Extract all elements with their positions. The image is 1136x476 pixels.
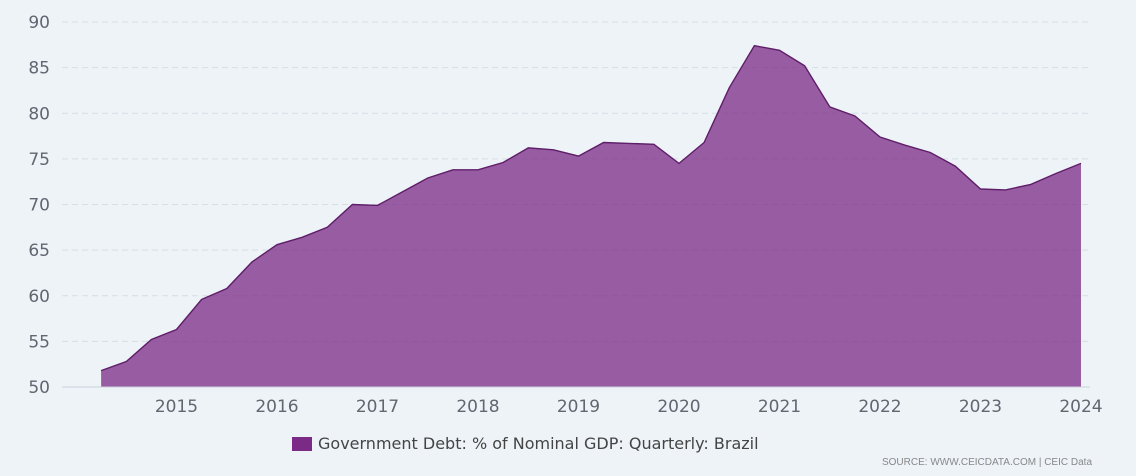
data-point[interactable] [752,43,757,48]
x-tick-label: 2022 [858,397,901,417]
y-tick-label: 75 [28,150,50,170]
y-tick-label: 65 [28,241,50,261]
y-tick-label: 55 [28,332,50,352]
data-point[interactable] [300,235,305,240]
data-point[interactable] [275,242,280,247]
x-tick-label: 2018 [456,397,499,417]
data-point[interactable] [702,140,707,145]
x-tick-label: 2019 [557,397,600,417]
data-point[interactable] [878,135,883,140]
y-tick-label: 80 [28,104,50,124]
data-point[interactable] [601,140,606,145]
x-tick-label: 2017 [356,397,399,417]
x-tick-label: 2015 [155,397,198,417]
data-point[interactable] [777,48,782,53]
data-point[interactable] [727,85,732,90]
area-layer [99,43,1084,387]
x-tick-label: 2021 [758,397,801,417]
data-point[interactable] [903,143,908,148]
data-point[interactable] [425,176,430,181]
x-tick-label: 2024 [1059,397,1102,417]
x-axis: 2015 2016 2017 2018 2019 2020 2021 2022 2023 2024 [62,386,1103,417]
data-point[interactable] [99,368,104,373]
data-point[interactable] [450,167,455,172]
data-point[interactable] [400,189,405,194]
data-point[interactable] [249,260,254,265]
data-point[interactable] [827,104,832,109]
data-point[interactable] [978,187,983,192]
y-axis: 50 55 60 65 70 75 80 85 90 [28,13,50,398]
data-point[interactable] [928,150,933,155]
data-point[interactable] [199,297,204,302]
series-line [100,44,1082,372]
data-point[interactable] [1079,161,1084,166]
y-tick-label: 50 [28,378,50,398]
data-point[interactable] [1028,182,1033,187]
data-point[interactable] [526,145,531,150]
data-point[interactable] [476,167,481,172]
source-note: SOURCE: WWW.CEICDATA.COM | CEIC Data [881,457,1092,468]
x-tick-label: 2023 [959,397,1002,417]
legend-swatch [292,436,312,451]
data-point[interactable] [501,160,506,165]
legend-label: Government Debt: % of Nominal GDP: Quart… [318,434,759,453]
data-point[interactable] [677,161,682,166]
data-point[interactable] [1053,171,1058,176]
data-point[interactable] [350,202,355,207]
data-point[interactable] [174,327,179,332]
y-tick-label: 90 [28,13,50,33]
data-point[interactable] [124,359,129,364]
data-point[interactable] [626,141,631,146]
data-point[interactable] [953,164,958,169]
y-tick-label: 70 [28,196,50,216]
area-fill [101,45,1082,387]
data-point[interactable] [651,142,656,147]
legend[interactable]: Government Debt: % of Nominal GDP: Quart… [292,434,759,453]
data-point[interactable] [551,147,556,152]
data-point[interactable] [576,154,581,159]
x-tick-label: 2020 [657,397,700,417]
data-point[interactable] [852,114,857,119]
y-tick-label: 60 [28,287,50,307]
y-tick-label: 85 [28,59,50,79]
data-point[interactable] [325,225,330,230]
data-point[interactable] [149,337,154,342]
data-point[interactable] [802,63,807,68]
data-point[interactable] [375,203,380,208]
x-tick-label: 2016 [255,397,298,417]
data-point[interactable] [1003,187,1008,192]
data-point[interactable] [224,286,229,291]
